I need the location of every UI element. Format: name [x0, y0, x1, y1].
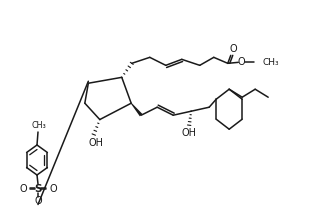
Text: O: O	[49, 184, 57, 194]
Text: O: O	[230, 44, 238, 54]
Polygon shape	[131, 103, 142, 116]
Text: CH₃: CH₃	[263, 58, 280, 67]
Text: CH₃: CH₃	[32, 121, 46, 131]
Text: O: O	[34, 196, 42, 206]
Text: OH: OH	[88, 138, 103, 147]
Text: O: O	[19, 184, 27, 194]
Text: S: S	[34, 184, 42, 194]
Text: OH: OH	[182, 128, 197, 138]
Text: O: O	[238, 57, 246, 67]
